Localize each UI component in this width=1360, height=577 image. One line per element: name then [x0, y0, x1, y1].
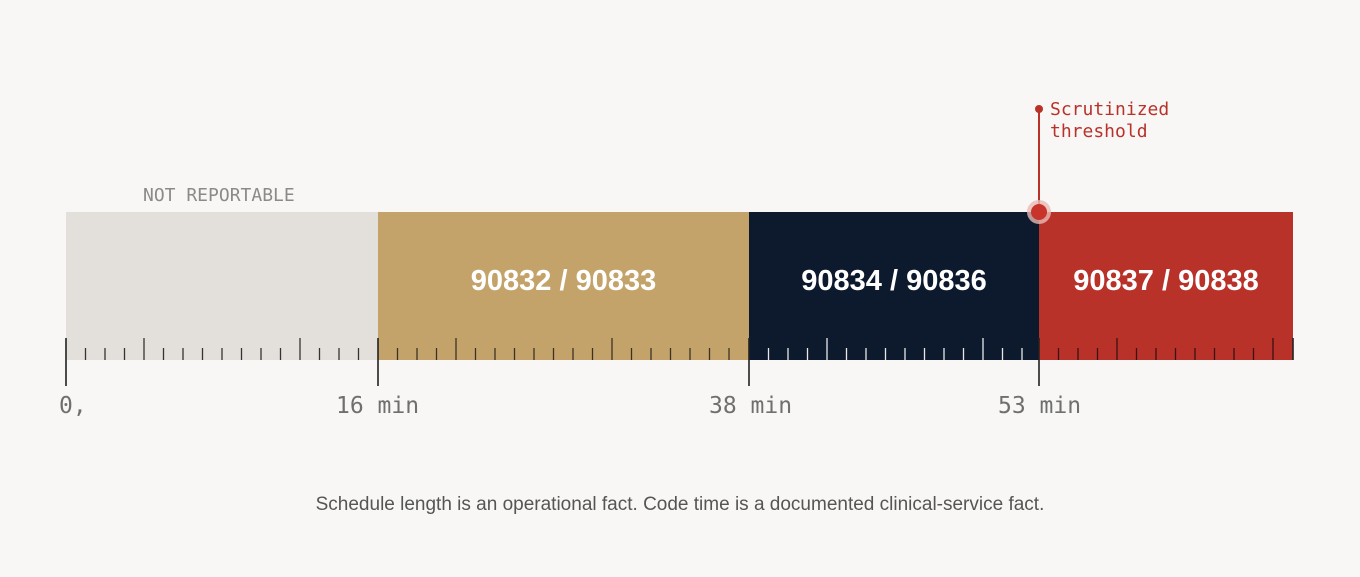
- threshold-marker: [1031, 204, 1047, 220]
- axis-label: 0,: [59, 393, 87, 419]
- threshold-label: Scrutinized threshold: [1050, 99, 1169, 143]
- axis-label: 38 min: [709, 393, 793, 419]
- segment-not-reportable: [66, 212, 378, 360]
- not-reportable-label: NOT REPORTABLE: [143, 185, 295, 206]
- axis-label: 53 min: [998, 393, 1082, 419]
- threshold-dot: [1035, 105, 1043, 113]
- segment-label: 90834 / 90836: [801, 264, 987, 297]
- segment-label: 90832 / 90833: [470, 264, 657, 297]
- segment-tan: 90832 / 90833: [378, 212, 749, 360]
- segment-navy: 90834 / 90836: [749, 212, 1039, 360]
- segment-label: 90837 / 90838: [1073, 264, 1259, 297]
- segment-red: 90837 / 90838: [1039, 212, 1293, 360]
- threshold-line-2: threshold: [1050, 121, 1148, 142]
- axis-label: 16 min: [336, 393, 420, 419]
- caption: Schedule length is an operational fact. …: [315, 494, 1045, 515]
- threshold-line-1: Scrutinized: [1050, 99, 1170, 120]
